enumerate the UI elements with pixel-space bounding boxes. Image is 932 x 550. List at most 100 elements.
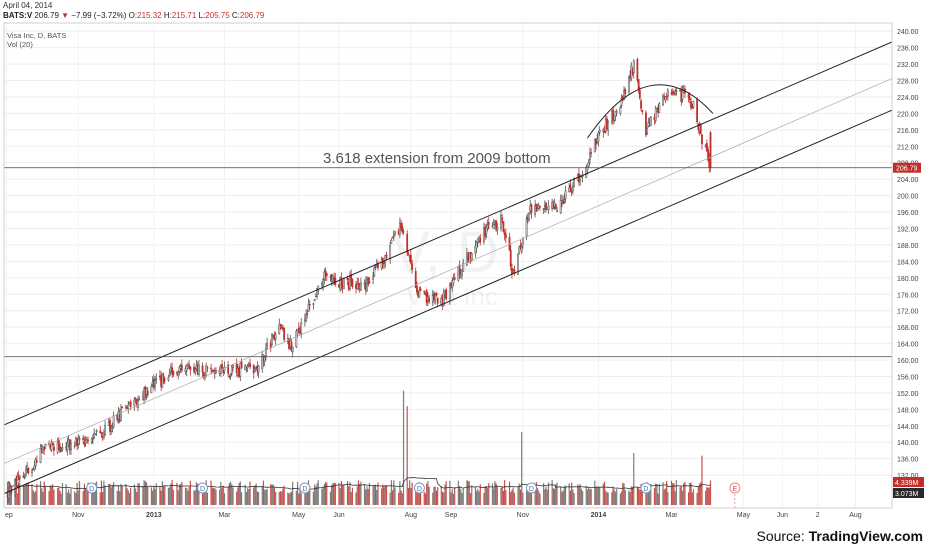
volume-bar — [25, 483, 27, 505]
dividend-marker[interactable] — [525, 482, 537, 494]
time-tick-label: Jun — [777, 512, 788, 519]
volume-bar — [350, 492, 352, 505]
candle-body — [402, 231, 405, 233]
volume-bar — [95, 481, 98, 505]
candle-body — [99, 430, 102, 434]
dividend-marker[interactable] — [86, 482, 98, 494]
candle-body — [177, 371, 180, 376]
volume-bar — [697, 486, 699, 505]
volume-bar — [551, 480, 553, 505]
volume-bar — [622, 482, 624, 505]
volume-bar — [578, 486, 580, 505]
volume-bar — [560, 487, 562, 505]
volume-bar — [316, 483, 318, 505]
volume-tag-label: 4.339M — [895, 480, 919, 487]
dividend-marker[interactable] — [299, 482, 311, 494]
volume-bar — [326, 482, 328, 505]
volume-bar — [203, 487, 205, 505]
price-tick-label: 232.00 — [897, 62, 919, 69]
volume-bar — [636, 486, 639, 505]
volume-bar — [596, 487, 598, 505]
volume-bar — [469, 493, 472, 505]
candle-body — [462, 262, 465, 272]
volume-bar — [709, 480, 712, 505]
volume-bar — [522, 492, 524, 505]
candle-body — [137, 400, 139, 408]
volume-bar — [374, 484, 377, 505]
candle-body — [453, 277, 456, 280]
volume-bar — [458, 486, 461, 505]
volume-bar — [365, 489, 367, 505]
volume-bar — [65, 484, 67, 505]
candle-body — [228, 375, 231, 378]
price-tick-label: 200.00 — [897, 194, 919, 201]
volume-bar — [275, 491, 277, 505]
volume-bar — [340, 481, 343, 505]
volume-bar — [708, 487, 710, 505]
volume-bar — [261, 486, 263, 505]
source-prefix: Source: — [756, 528, 809, 544]
volume-bar — [655, 483, 657, 505]
candle-body — [60, 450, 63, 453]
volume-bar — [333, 482, 335, 505]
dividend-marker-label: D — [417, 486, 422, 493]
dividend-marker[interactable] — [197, 482, 209, 494]
candle-body — [545, 202, 547, 210]
candle-body — [681, 90, 684, 100]
candle-body — [674, 93, 677, 96]
time-tick-label: Jun — [333, 512, 344, 519]
volume-bar — [74, 491, 76, 505]
volume-bar — [193, 490, 195, 505]
volume-bar — [170, 483, 172, 505]
dividend-marker-label: D — [89, 486, 94, 493]
volume-bar — [120, 483, 122, 505]
candle-body — [632, 60, 635, 74]
volume-bar — [705, 490, 707, 505]
volume-bar — [117, 485, 120, 505]
price-tick-label: 188.00 — [897, 243, 919, 250]
volume-bar — [19, 482, 21, 505]
volume-bar — [461, 492, 463, 505]
volume-bar — [647, 490, 649, 505]
drawing-lines[interactable]: 3.618 extension from 2009 bottom — [3, 41, 893, 495]
header-low-label: L: — [198, 11, 206, 20]
volume-bar — [41, 488, 43, 505]
candle-body — [407, 253, 410, 256]
candle-body — [569, 184, 572, 191]
volume-bar — [474, 486, 477, 505]
dividend-marker[interactable] — [413, 482, 425, 494]
volume-bar — [289, 492, 291, 505]
candle-body — [133, 399, 136, 406]
volume-bar — [271, 484, 273, 505]
candle-body — [687, 94, 690, 98]
candle-body — [124, 405, 127, 408]
candle-body — [701, 134, 703, 145]
grid — [4, 23, 892, 508]
volume-bar — [145, 482, 148, 505]
volume-bar — [248, 489, 250, 505]
volume-bar — [244, 484, 246, 505]
dividend-marker[interactable] — [640, 482, 652, 494]
volume-bar — [53, 489, 55, 505]
volume-bar — [206, 492, 209, 505]
time-tick-label: Mar — [665, 512, 678, 519]
volume-bar — [169, 487, 171, 505]
volume-bar — [483, 493, 485, 505]
volume-bar — [535, 481, 537, 505]
volume-bar — [211, 487, 213, 505]
volume-bar — [304, 491, 306, 505]
volume-bar — [147, 486, 149, 505]
header-open-value: 215.32 — [137, 11, 162, 20]
candle-body — [42, 447, 44, 454]
candle-body — [274, 334, 277, 340]
candle-body — [95, 430, 98, 432]
volume-bar — [543, 483, 545, 505]
candle-body — [423, 291, 426, 293]
volume-bar — [658, 483, 660, 505]
volume-bar — [39, 481, 42, 505]
volume-bar — [254, 485, 256, 505]
earnings-marker[interactable] — [729, 482, 741, 494]
volume-bar — [314, 484, 316, 505]
